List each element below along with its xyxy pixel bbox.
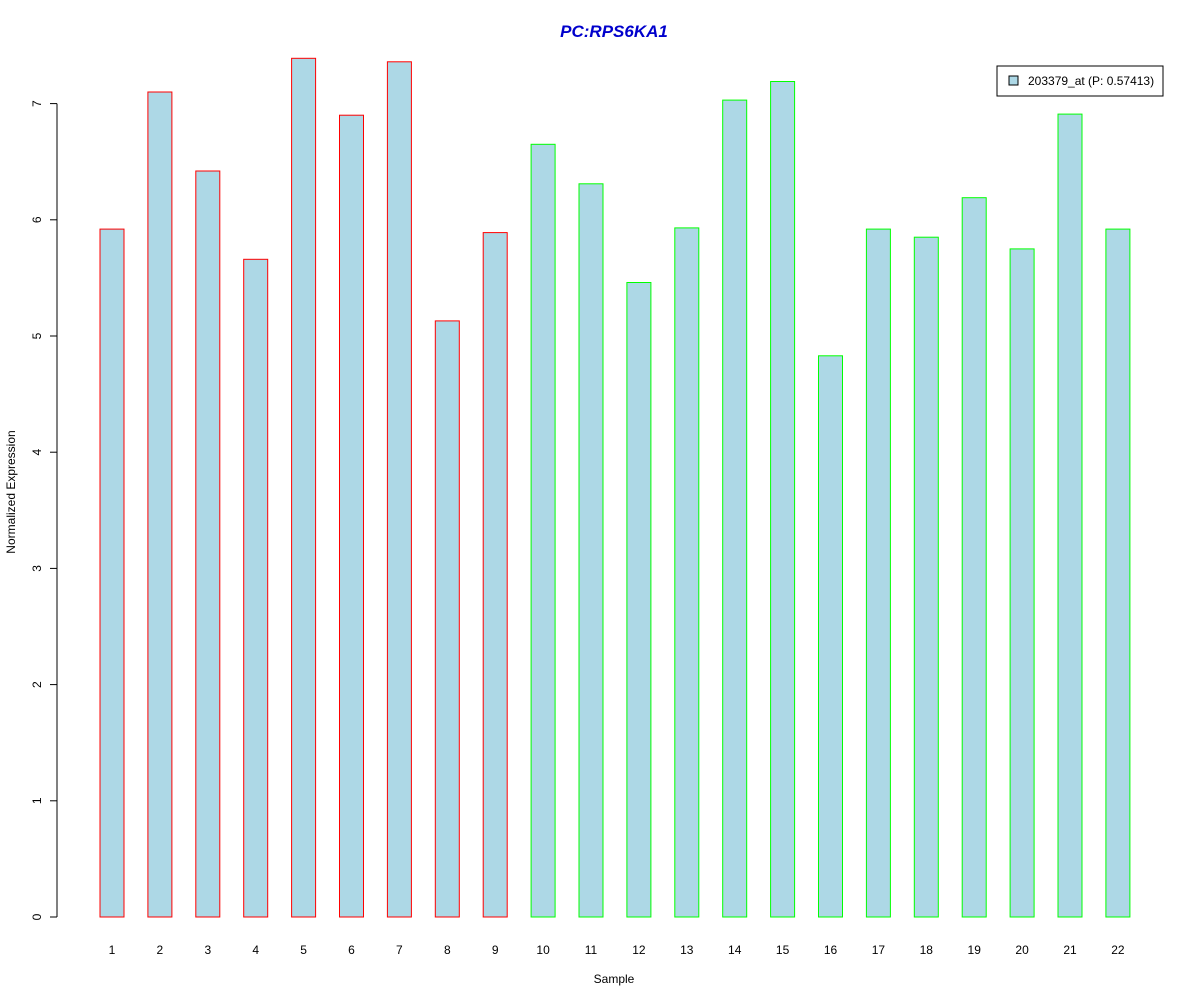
x-tick-label: 16 (824, 943, 838, 957)
y-tick-label: 1 (30, 797, 44, 804)
y-axis: 0 1 2 3 4 5 6 7 (30, 100, 58, 920)
x-tick-label: 12 (632, 943, 646, 957)
y-tick-label: 2 (30, 681, 44, 688)
y-tick-label: 7 (30, 100, 44, 107)
x-tick-label: 1 (109, 943, 116, 957)
x-tick-label: 20 (1015, 943, 1029, 957)
bars (99, 57, 1131, 918)
x-tick-label: 9 (492, 943, 499, 957)
x-tick-label: 21 (1063, 943, 1077, 957)
y-tick-label: 6 (30, 216, 44, 223)
bar-sample-14 (722, 99, 748, 918)
bar-sample-7 (386, 61, 412, 918)
x-tick-label: 13 (680, 943, 694, 957)
x-tick-label: 18 (920, 943, 934, 957)
bar-sample-15 (770, 81, 796, 918)
x-tick-label: 10 (536, 943, 550, 957)
x-tick-label: 2 (157, 943, 164, 957)
bar-sample-5 (291, 57, 317, 918)
x-tick-label: 11 (585, 943, 598, 957)
bar-sample-22 (1105, 228, 1131, 918)
bar-sample-21 (1057, 113, 1083, 918)
x-tick-label: 22 (1111, 943, 1125, 957)
bar-sample-9 (482, 232, 508, 918)
x-tick-label: 4 (252, 943, 259, 957)
bar-sample-12 (626, 282, 652, 918)
bar-sample-6 (339, 114, 364, 918)
x-axis-ticks: 1 2 3 4 5 6 7 8 9 10 11 12 13 14 15 16 17 18 19 20 21 22 (109, 943, 1125, 957)
x-tick-label: 17 (872, 943, 886, 957)
x-tick-label: 19 (968, 943, 982, 957)
bar-sample-16 (818, 355, 843, 918)
bar-sample-20 (1009, 248, 1035, 918)
y-tick-label: 4 (30, 449, 44, 456)
x-tick-label: 3 (204, 943, 211, 957)
x-tick-label: 7 (396, 943, 403, 957)
bar-sample-18 (913, 236, 939, 918)
y-tick-label: 3 (30, 565, 44, 572)
bar-sample-1 (99, 228, 125, 918)
x-tick-label: 6 (348, 943, 355, 957)
bar-sample-8 (434, 320, 460, 918)
bar-sample-2 (147, 91, 173, 918)
bar-sample-3 (195, 170, 221, 918)
bar-sample-4 (243, 258, 269, 918)
y-tick-label: 0 (30, 913, 44, 920)
x-tick-label: 14 (728, 943, 742, 957)
chart-title: PC:RPS6KA1 (560, 22, 668, 41)
bar-sample-19 (961, 197, 987, 918)
legend-box (996, 65, 1164, 97)
bar-sample-10 (530, 143, 556, 918)
bar-sample-17 (865, 228, 891, 918)
x-tick-label: 15 (776, 943, 790, 957)
bar-sample-11 (578, 183, 604, 918)
x-axis-label: Sample (594, 972, 635, 986)
legend: 203379_at (P: 0.57413) (996, 65, 1164, 97)
x-tick-label: 8 (444, 943, 451, 957)
bar-sample-13 (674, 227, 700, 918)
legend-swatch (1008, 75, 1019, 86)
x-tick-label: 5 (300, 943, 307, 957)
y-axis-label: Normalized Expression (4, 430, 18, 553)
legend-label: 203379_at (P: 0.57413) (1028, 74, 1154, 88)
y-tick-label: 5 (30, 332, 44, 339)
